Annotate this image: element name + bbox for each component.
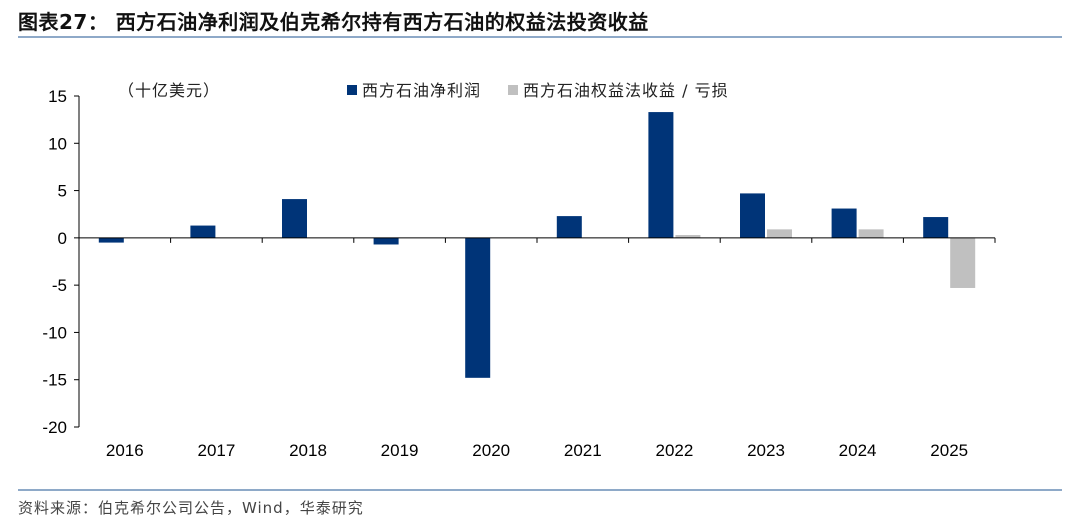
x-tick-label: 2023 (747, 441, 785, 460)
legend-label-net-income: 西方石油净利润 (362, 81, 481, 100)
y-tick-label: -5 (52, 276, 67, 295)
footer-divider (18, 489, 1062, 491)
x-axis: 2016 2017 2018 2019 2020 2021 2022 2023 2024 2025 (78, 237, 996, 460)
x-tick-label: 2022 (655, 441, 693, 460)
bar-net-income-2019 (373, 237, 399, 245)
y-tick-label: -15 (42, 371, 67, 390)
legend-swatch-equity-income (508, 85, 518, 95)
bar-equity-income-2023 (767, 229, 792, 238)
x-tick-label: 2020 (472, 441, 510, 460)
y-tick-label: -20 (42, 418, 67, 437)
y-tick-label: -10 (42, 323, 67, 342)
x-tick-label: 2024 (839, 441, 877, 460)
bar-net-income-2017 (190, 225, 216, 238)
y-tick-label: 0 (58, 229, 67, 248)
bar-net-income-2022 (648, 112, 674, 238)
chart-title: 图表27： 西方石油净利润及伯克希尔持有西方石油的权益法投资收益 (18, 10, 649, 34)
legend: （十亿美元） 西方石油净利润 西方石油权益法收益 / 亏损 (118, 81, 729, 100)
y-tick-label: 5 (58, 182, 67, 201)
unit-label: （十亿美元） (118, 81, 220, 100)
x-tick-label: 2025 (930, 441, 968, 460)
bar-net-income-2021 (556, 216, 582, 238)
y-tick-label: 10 (48, 134, 67, 153)
x-tick-label: 2019 (381, 441, 419, 460)
bar-net-income-2018 (282, 199, 307, 238)
source-note: 资料来源：伯克希尔公司公告，Wind，华泰研究 (18, 499, 364, 517)
x-tick-label: 2017 (197, 441, 235, 460)
legend-swatch-net-income (347, 85, 357, 95)
x-tick-label: 2018 (289, 441, 327, 460)
bar-equity-income-2025 (950, 237, 976, 288)
x-tick-label: 2021 (564, 441, 602, 460)
bar-net-income-2020 (465, 237, 491, 378)
title-divider (18, 36, 1062, 38)
bar-net-income-2025 (923, 217, 949, 238)
y-tick-label: 15 (48, 87, 67, 106)
bar-equity-income-2024 (858, 229, 884, 238)
bar-equity-income-2022 (675, 235, 701, 238)
bar-net-income-2016 (98, 237, 124, 243)
bar-net-income-2024 (831, 208, 857, 238)
bars (98, 112, 976, 378)
x-tick-label: 2016 (106, 441, 144, 460)
bar-net-income-2023 (740, 193, 765, 238)
y-axis: 15 10 5 0 -5 -10 -15 -20 (42, 87, 80, 437)
legend-label-equity-income: 西方石油权益法收益 / 亏损 (523, 81, 729, 100)
